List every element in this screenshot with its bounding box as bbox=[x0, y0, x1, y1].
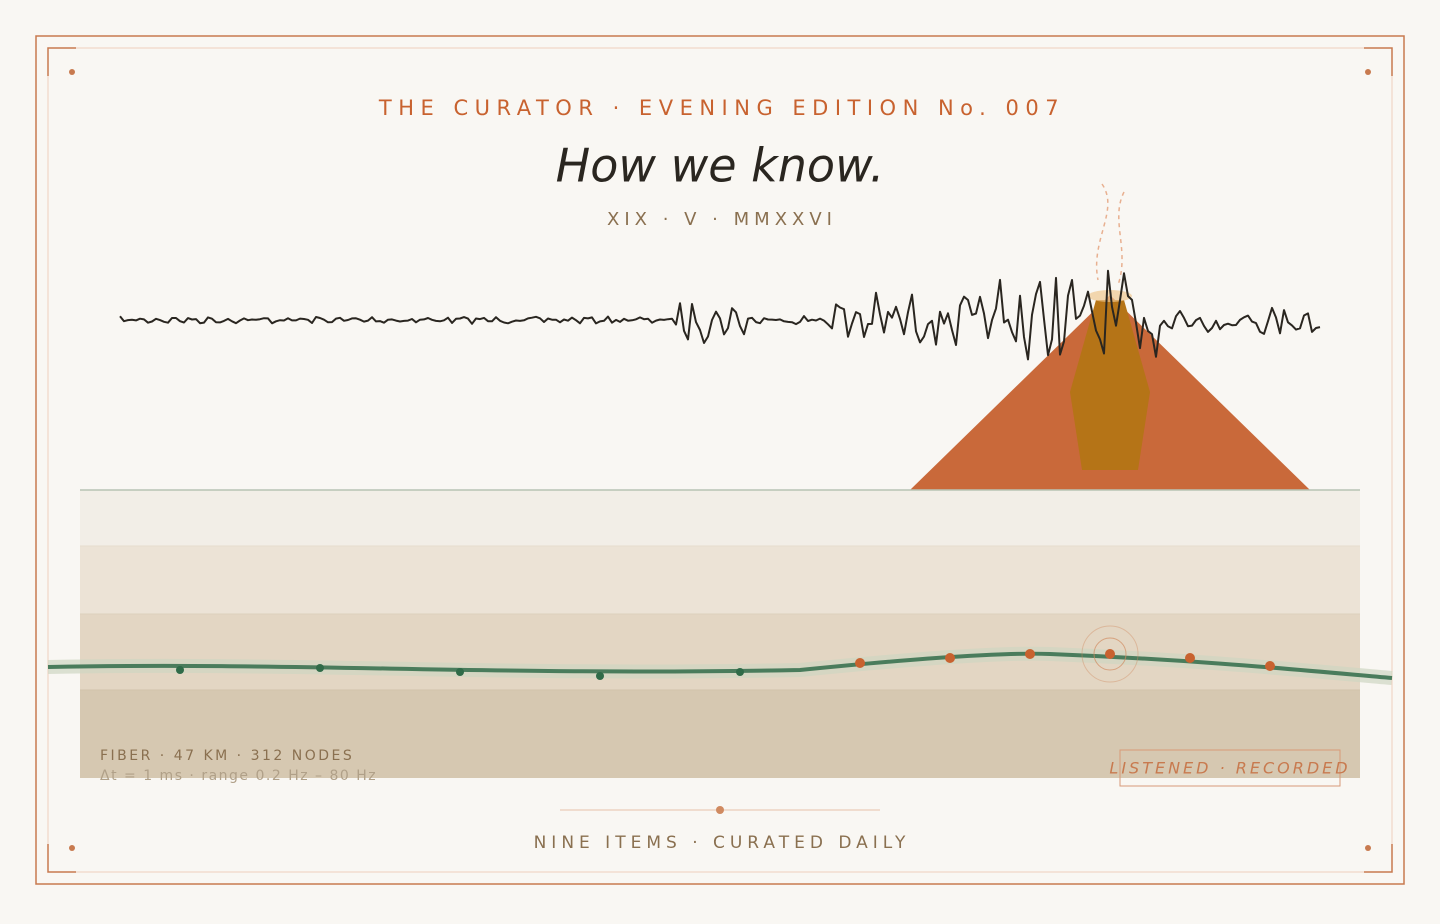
smoke-plume bbox=[1095, 183, 1109, 281]
node bbox=[316, 664, 324, 672]
seismogram bbox=[119, 269, 1321, 361]
corner bbox=[1364, 47, 1393, 76]
node bbox=[456, 668, 464, 676]
node bbox=[176, 666, 184, 674]
stamp: LISTENED · RECORDED bbox=[1109, 759, 1350, 778]
node bbox=[736, 668, 744, 676]
kicker: THE CURATOR · EVENING EDITION No. 007 bbox=[378, 96, 1065, 120]
dot bbox=[69, 69, 75, 75]
quiet-nodes bbox=[176, 664, 744, 680]
ripple bbox=[1093, 637, 1127, 671]
node bbox=[855, 658, 865, 668]
node bbox=[596, 672, 604, 680]
node bbox=[1025, 649, 1035, 659]
node bbox=[1105, 649, 1115, 659]
active-nodes bbox=[855, 649, 1275, 671]
node bbox=[1265, 661, 1275, 671]
stratum bbox=[80, 546, 1360, 614]
smoke bbox=[1095, 183, 1125, 286]
dot bbox=[1365, 845, 1371, 851]
corner-brackets bbox=[47, 47, 1393, 873]
stamp-box bbox=[1119, 749, 1341, 787]
dot bbox=[69, 845, 75, 851]
corner bbox=[47, 844, 76, 873]
node bbox=[945, 653, 955, 663]
fiber-label: FIBER · 47 KM · 312 NODES bbox=[100, 748, 354, 764]
stratum bbox=[80, 490, 1360, 546]
stratum bbox=[80, 690, 1360, 778]
corner bbox=[47, 47, 76, 76]
corner bbox=[1364, 844, 1393, 873]
ripple bbox=[1081, 625, 1139, 683]
corner-dots bbox=[69, 69, 1371, 851]
fiber-spec: Δt = 1 ms · range 0.2 Hz – 80 Hz bbox=[100, 768, 377, 784]
magma-chamber bbox=[1070, 300, 1150, 470]
date: XIX · V · MMXXVI bbox=[607, 209, 837, 230]
footer: NINE ITEMS · CURATED DAILY bbox=[534, 833, 911, 853]
strata bbox=[80, 490, 1360, 778]
stratum bbox=[80, 614, 1360, 690]
smoke-plume bbox=[1117, 191, 1125, 286]
node bbox=[1185, 653, 1195, 663]
inner-frame bbox=[47, 47, 1393, 873]
footer-dot bbox=[716, 806, 724, 814]
outer-frame bbox=[35, 35, 1405, 885]
dot bbox=[1365, 69, 1371, 75]
title: How we know. bbox=[556, 139, 885, 193]
